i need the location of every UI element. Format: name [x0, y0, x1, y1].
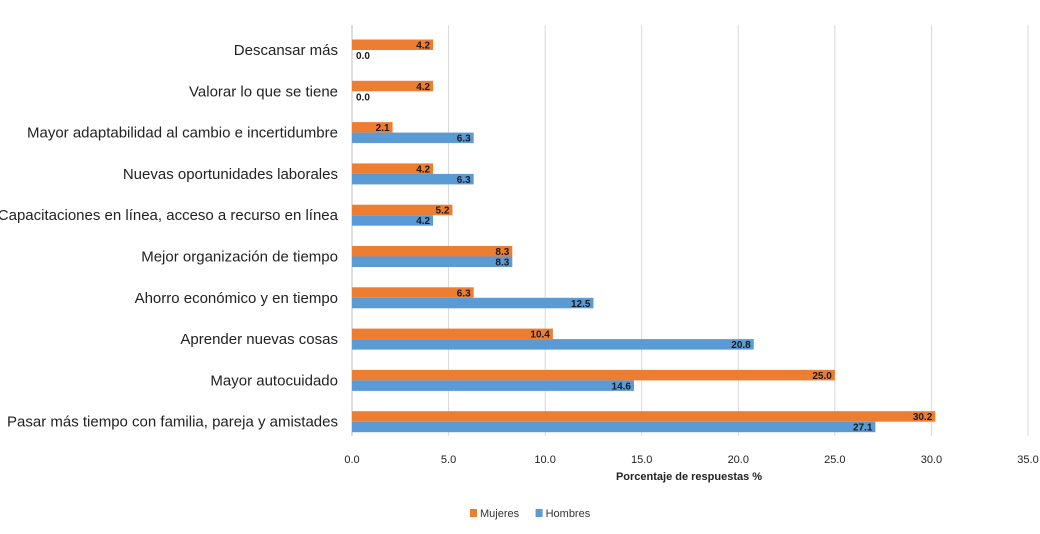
x-tick-label: 25.0: [824, 454, 845, 466]
x-tick-label: 5.0: [441, 454, 456, 466]
legend-label: Mujeres: [480, 508, 520, 520]
gridlines: [351, 25, 1029, 436]
legend-label: Hombres: [546, 508, 591, 520]
bar-mujeres: [352, 246, 513, 257]
x-tick-label: 20.0: [728, 454, 749, 466]
category-label: Descansar más: [234, 42, 338, 59]
category-label: Valorar lo que se tiene: [189, 83, 338, 100]
data-label: 4.2: [416, 82, 430, 93]
data-label: 4.2: [416, 216, 430, 227]
x-axis-title: Porcentaje de respuestas %: [616, 471, 762, 483]
category-label: Pasar más tiempo con familia, pareja y a…: [7, 414, 338, 431]
data-label: 8.3: [495, 247, 509, 258]
data-label: 10.4: [530, 330, 550, 341]
category-label: Aprender nuevas cosas: [180, 331, 338, 348]
legend: Mujeres Hombres: [470, 508, 591, 520]
bar-hombres: [352, 421, 876, 433]
x-tick-label: 30.0: [921, 454, 942, 466]
data-label: 0.0: [356, 92, 370, 103]
legend-swatch-hombres: [535, 509, 543, 517]
data-label: 27.1: [853, 423, 873, 434]
bar-hombres: [352, 132, 474, 144]
legend-swatch-mujeres: [470, 509, 477, 517]
bar-mujeres: [352, 204, 453, 216]
data-label: 6.3: [457, 288, 471, 299]
category-label: Capacitaciones en línea, acceso a recurs…: [0, 207, 339, 224]
bar-mujeres: [352, 411, 936, 422]
bar-mujeres: [352, 328, 553, 340]
data-label: 25.0: [812, 371, 832, 382]
bar-mujeres: [352, 163, 434, 174]
data-label: 6.3: [457, 134, 471, 145]
data-label: 6.3: [457, 175, 471, 186]
bar-hombres: [352, 215, 434, 226]
data-label: 8.3: [495, 258, 509, 269]
category-label: Ahorro económico y en tiempo: [135, 290, 338, 307]
bar-hombres: [352, 339, 754, 350]
data-label: 30.2: [913, 412, 933, 423]
bar-hombres: [352, 380, 634, 391]
bar-mujeres: [352, 80, 434, 92]
bar-mujeres: [352, 39, 434, 50]
data-label: 4.2: [416, 164, 430, 175]
category-label: Mejor organización de tiempo: [141, 249, 338, 266]
bar-hombres: [352, 256, 513, 267]
category-label: Mayor autocuidado: [210, 372, 338, 389]
x-tick-label: 0.0: [344, 454, 359, 466]
data-label: 0.0: [356, 51, 370, 62]
bar-mujeres: [352, 287, 474, 298]
bars: [352, 39, 936, 433]
category-label: Nuevas oportunidades laborales: [123, 166, 338, 183]
bar-hombres: [352, 297, 594, 309]
data-label: 2.1: [376, 123, 390, 134]
x-tick-label: 10.0: [534, 454, 555, 466]
data-label: 5.2: [436, 206, 450, 217]
data-label: 4.2: [416, 41, 430, 52]
x-tick-label: 15.0: [631, 454, 652, 466]
data-label: 12.5: [571, 299, 591, 310]
bar-mujeres: [352, 122, 393, 133]
x-tick-label: 35.0: [1017, 454, 1038, 466]
category-label: Mayor adaptabilidad al cambio e incertid…: [27, 125, 338, 142]
bar-hombres: [352, 173, 474, 185]
labels: 0.0 5.0 10.0 15.0 20.0 25.0 30.0 35.0 Descansar …: [0, 41, 1039, 467]
data-label: 20.8: [731, 340, 751, 351]
bar-mujeres: [352, 369, 835, 381]
data-label: 14.6: [612, 381, 632, 392]
